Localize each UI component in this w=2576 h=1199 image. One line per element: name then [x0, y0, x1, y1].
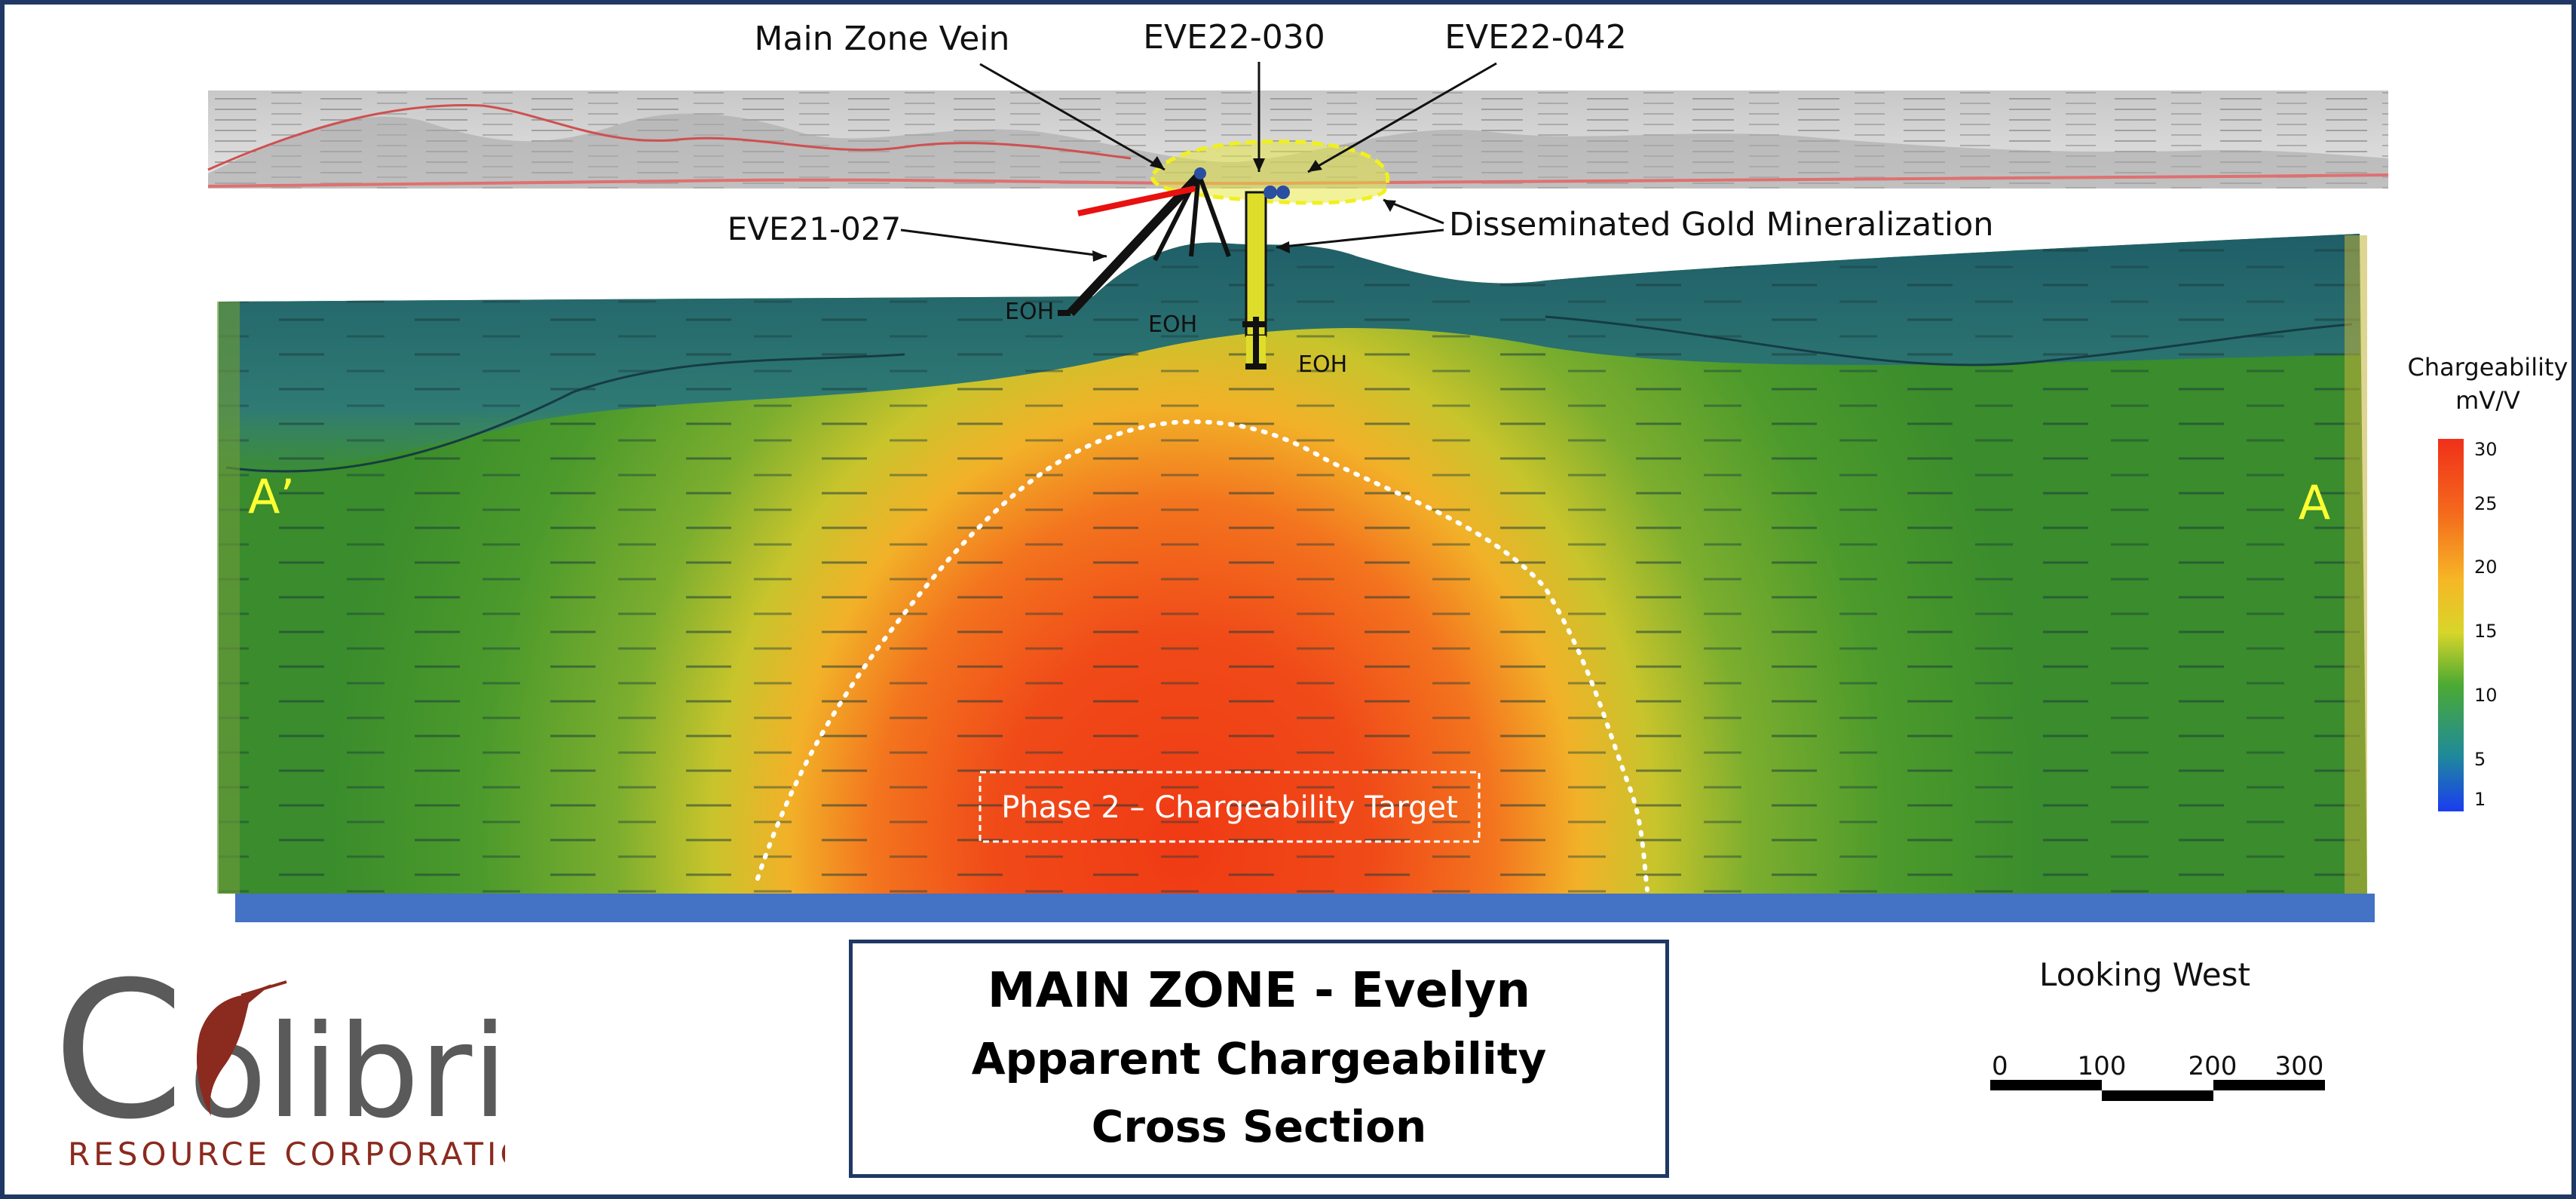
scale-tick-200: 200 [2189, 1051, 2238, 1081]
drillhole-eve21-027 [1067, 168, 1206, 317]
chargeability-section: Phase 2 – Chargeability Target [217, 234, 2375, 922]
eoh-label-1: EOH [1005, 299, 1054, 325]
callout-eve22-030: EVE22-030 [1143, 18, 1325, 57]
legend-tick-15: 15 [2474, 621, 2498, 642]
legend-colorbar [2438, 439, 2464, 811]
drill-holes [1058, 167, 1290, 370]
scale-bar: 0 100 200 300 [1990, 1051, 2325, 1101]
mineralization-envelope [1150, 140, 1390, 205]
base-band [235, 894, 2375, 922]
eoh-label-3: EOH [1298, 351, 1347, 378]
section-marker-right: A [2299, 475, 2330, 530]
legend-tick-20: 20 [2474, 557, 2498, 578]
legend-unit: mV/V [2455, 386, 2520, 415]
svg-text:C: C [53, 943, 179, 1161]
main-zone-vein [1077, 186, 1196, 216]
legend-tick-1: 1 [2474, 789, 2486, 810]
callout-disseminated: Disseminated Gold Mineralization [1449, 206, 1994, 244]
title-line-3: Cross Section [1091, 1101, 1427, 1152]
company-logo: C olibri RESOURCE CORPORATION [53, 943, 505, 1173]
target-label: Phase 2 – Chargeability Target [1001, 790, 1458, 825]
chargeability-legend: Chargeability mV/V 30 25 20 15 10 5 1 [2408, 353, 2568, 811]
scale-tick-300: 300 [2275, 1051, 2324, 1081]
target-outline [755, 419, 1649, 892]
eoh-label-2: EOH [1148, 311, 1197, 338]
legend-tick-30: 30 [2474, 439, 2498, 460]
drillhole-eve22-030 [1245, 191, 1267, 337]
legend-title: Chargeability [2408, 353, 2568, 382]
scale-tick-0: 0 [1992, 1051, 2008, 1081]
title-line-1: MAIN ZONE - Evelyn [987, 963, 1531, 1019]
view-direction-label: Looking West [2039, 956, 2250, 993]
callout-main-zone-vein: Main Zone Vein [755, 20, 1010, 58]
legend-tick-5: 5 [2474, 749, 2486, 770]
legend-tick-10: 10 [2474, 685, 2498, 706]
title-line-2: Apparent Chargeability [971, 1033, 1547, 1084]
title-box: MAIN ZONE - Evelyn Apparent Chargeabilit… [849, 940, 1669, 1178]
callout-eve22-042: EVE22-042 [1444, 18, 1627, 57]
section-marker-left: A’ [248, 469, 295, 524]
svg-text:RESOURCE CORPORATION: RESOURCE CORPORATION [68, 1136, 505, 1173]
scale-tick-100: 100 [2078, 1051, 2127, 1081]
legend-tick-25: 25 [2474, 493, 2498, 514]
callout-eve21-027: EVE21-027 [727, 210, 902, 247]
target-box [979, 771, 1481, 843]
